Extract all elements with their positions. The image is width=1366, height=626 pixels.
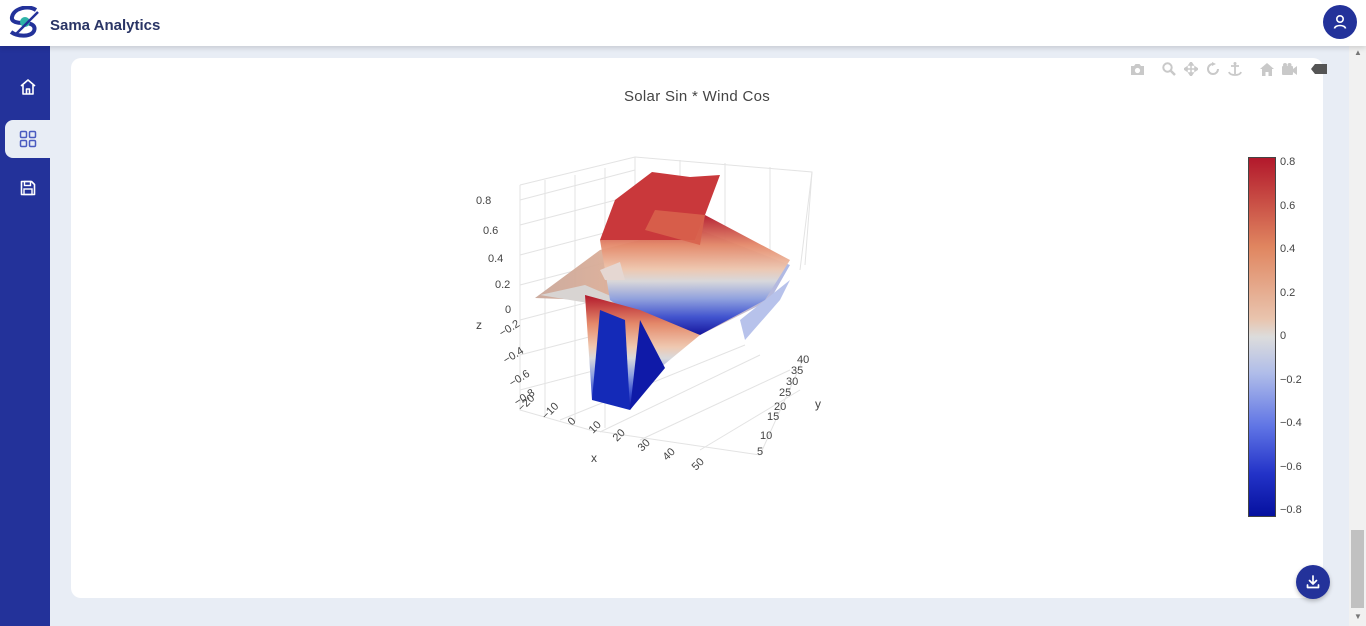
brand-name: Sama Analytics [50,17,161,34]
turntable-rotation-button[interactable] [1226,60,1244,78]
sidebar [0,46,50,626]
z-axis-ticks: 0.8 0.6 0.4 0.2 0 −0.2 −0.4 −0.6 −0.8 z [476,195,537,409]
y-tick: 35 [791,365,803,377]
orbit-rotation-button[interactable] [1204,60,1222,78]
surface-plot-scene[interactable]: 0.8 0.6 0.4 0.2 0 −0.2 −0.4 −0.6 −0.8 z … [470,145,840,485]
colorbar-tick: 0 [1280,330,1287,342]
download-button[interactable] [1296,565,1330,599]
colorbar [1248,157,1276,517]
colorbar-tick: −0.2 [1280,374,1302,386]
z-tick: 0 [505,304,511,316]
colorbar-tick: 0.8 [1280,156,1296,168]
user-account-button[interactable] [1323,5,1357,39]
z-tick: 0.6 [483,225,498,237]
last-saved-camera-icon [1281,63,1297,75]
y-axis-ticks: 5 10 15 20 25 30 35 40 y [757,354,821,458]
download-plot-png-button[interactable] [1128,60,1146,78]
colorbar-tick: 0.6 [1280,200,1296,212]
user-icon [1333,14,1347,29]
plotly-logo-link[interactable] [1310,60,1328,78]
colorbar-tick: −0.4 [1280,417,1302,429]
colorbar-tick: 0.4 [1280,243,1296,255]
y-tick: 25 [779,387,791,399]
surface [535,172,790,410]
download-icon [1306,575,1320,589]
scrollbar-thumb[interactable] [1351,530,1364,608]
home-icon [19,79,36,95]
z-tick: 0.4 [488,253,503,265]
y-tick: 10 [760,430,772,442]
x-tick: 10 [587,419,604,436]
y-tick: 5 [757,446,763,458]
sidebar-item-home[interactable] [5,68,50,106]
z-tick: 0.8 [476,195,491,207]
pan-button[interactable] [1182,60,1200,78]
x-tick: 40 [661,446,678,463]
colorbar-tick: −0.6 [1280,461,1302,473]
plotly-logo-icon [1311,64,1327,74]
x-tick: 20 [611,427,628,444]
camera-icon [1130,63,1144,75]
scroll-up-arrow-icon[interactable]: ▲ [1354,48,1362,57]
y-tick: 15 [767,411,779,423]
orbit-rotation-icon [1207,62,1219,75]
colorbar-tick: −0.8 [1280,504,1302,516]
sidebar-item-dashboard[interactable] [5,120,50,158]
sama-logo-icon[interactable] [8,6,42,38]
zoom-button[interactable] [1160,60,1178,78]
top-bar: Sama Analytics [0,0,1366,46]
z-axis-label: z [476,318,482,332]
z-tick: 0.2 [495,279,510,291]
y-tick: 20 [774,401,786,413]
y-tick: 40 [797,354,809,366]
z-tick: −0.4 [501,345,526,367]
sidebar-item-save[interactable] [5,169,50,207]
reset-camera-last-save-button[interactable] [1280,60,1298,78]
turntable-rotation-icon [1228,61,1242,76]
zoom-icon [1162,62,1176,76]
x-tick: −10 [540,400,562,422]
x-axis-label: x [591,451,597,465]
save-icon [20,180,35,196]
page-scrollbar[interactable] [1349,46,1366,626]
chart-modebar [1128,60,1328,78]
pan-icon [1184,62,1198,76]
scroll-down-arrow-icon[interactable]: ▼ [1354,612,1362,621]
x-tick: 50 [690,456,707,473]
z-tick: −0.2 [497,318,522,340]
chart-title: Solar Sin * Wind Cos [623,88,771,105]
y-axis-label: y [815,397,821,411]
x-tick: 30 [636,437,653,454]
colorbar-tick: 0.2 [1280,287,1296,299]
dashboard-grid-icon [19,130,36,148]
reset-camera-icon [1260,62,1274,76]
reset-camera-default-button[interactable] [1258,60,1276,78]
y-tick: 30 [786,376,798,388]
